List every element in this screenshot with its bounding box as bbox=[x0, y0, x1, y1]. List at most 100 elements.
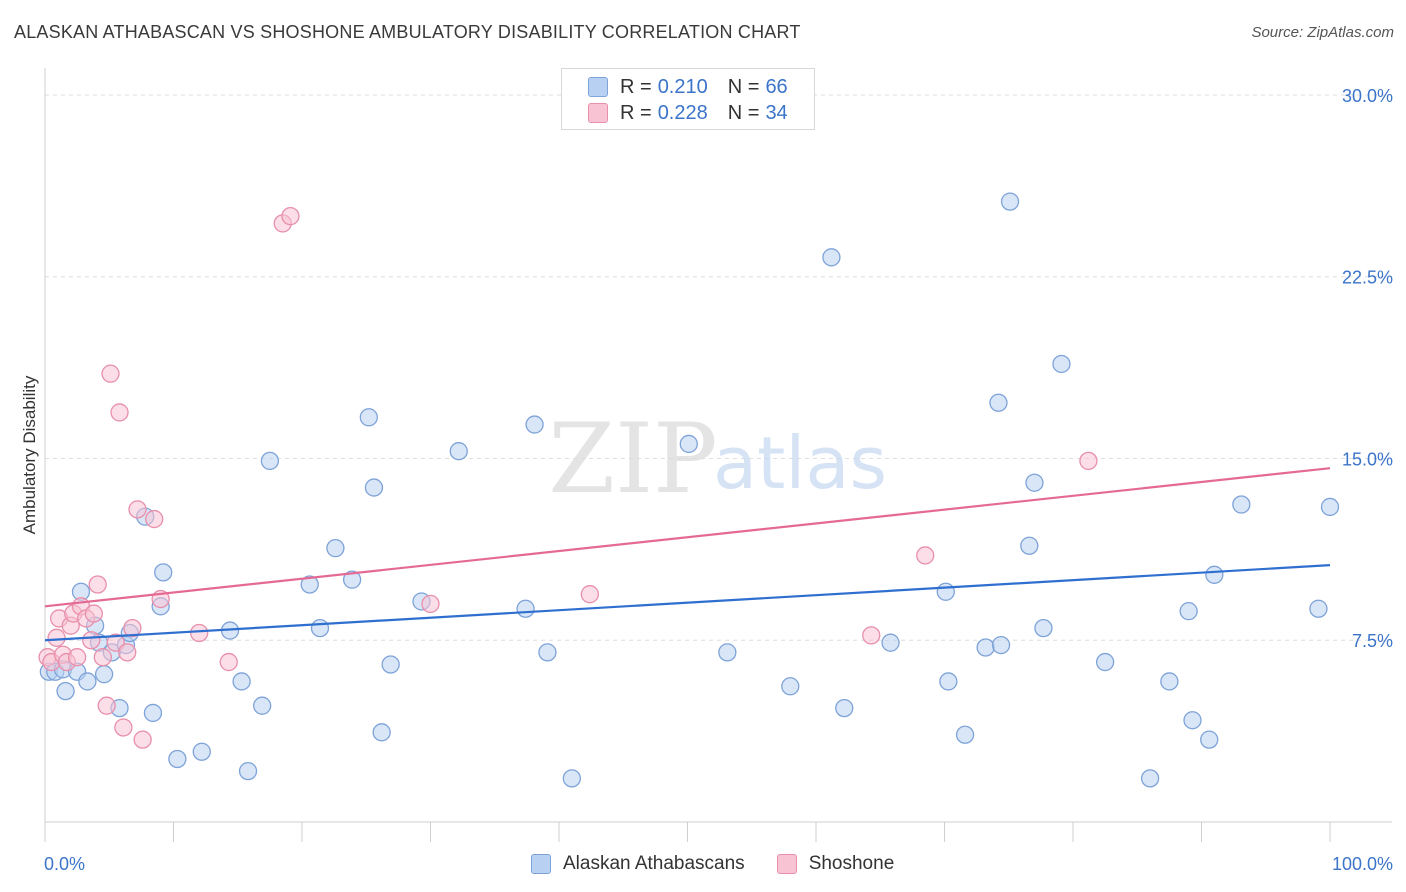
point-alaskan bbox=[976, 638, 995, 657]
watermark-atlas: atlas bbox=[713, 421, 887, 505]
point-shoshone bbox=[133, 730, 152, 749]
point-alaskan bbox=[781, 677, 800, 696]
point-alaskan bbox=[822, 248, 841, 267]
point-alaskan bbox=[1309, 599, 1328, 618]
x-tick-label: 0.0% bbox=[44, 854, 85, 874]
point-shoshone bbox=[93, 648, 112, 667]
legend-item-alaskan[interactable]: Alaskan Athabascans bbox=[531, 853, 745, 875]
point-alaskan bbox=[1232, 495, 1251, 514]
labels-layer: 7.5% 15.0% 22.5% 30.0% 0.0% 100.0% Ambulatory … bbox=[20, 86, 1393, 874]
legend-label: Alaskan Athabascans bbox=[563, 853, 745, 874]
legend-row-alaskan: R = 0.210 N = 66 bbox=[588, 74, 788, 100]
y-tick-label: 15.0% bbox=[1342, 449, 1393, 469]
point-shoshone bbox=[110, 403, 129, 422]
point-alaskan bbox=[1183, 711, 1202, 730]
point-alaskan bbox=[143, 703, 163, 723]
point-alaskan bbox=[1000, 192, 1020, 211]
y-axis-title: Ambulatory Disability bbox=[20, 375, 39, 534]
point-alaskan bbox=[359, 408, 378, 427]
point-alaskan bbox=[310, 618, 330, 638]
point-alaskan bbox=[260, 451, 280, 471]
point-alaskan bbox=[718, 643, 737, 662]
legend-item-shoshone[interactable]: Shoshone bbox=[776, 853, 895, 875]
point-alaskan bbox=[94, 665, 114, 684]
trendline-shoshone bbox=[44, 467, 1331, 608]
point-alaskan bbox=[342, 570, 362, 589]
r-value: 0.210 bbox=[657, 75, 708, 98]
n-label: N = bbox=[727, 101, 760, 124]
legend-swatch-pink bbox=[588, 103, 608, 123]
point-alaskan bbox=[936, 582, 955, 601]
point-alaskan bbox=[1179, 602, 1198, 621]
point-alaskan bbox=[154, 563, 173, 582]
point-alaskan bbox=[989, 393, 1008, 412]
point-alaskan bbox=[525, 415, 544, 434]
n-value: 66 bbox=[765, 75, 788, 98]
correlation-legend: R = 0.210 N = 66 R = 0.228 N = 34 bbox=[561, 68, 815, 130]
legend-swatch-blue bbox=[531, 854, 551, 874]
source-label: Source: ZipAtlas.com bbox=[1251, 24, 1394, 41]
point-shoshone bbox=[47, 628, 66, 647]
point-alaskan bbox=[1320, 497, 1340, 517]
point-shoshone bbox=[67, 648, 87, 667]
r-label: R = bbox=[620, 101, 652, 124]
point-shoshone bbox=[219, 652, 238, 672]
legend-label: Shoshone bbox=[808, 853, 895, 874]
point-alaskan bbox=[192, 742, 211, 761]
point-shoshone bbox=[916, 546, 935, 565]
point-shoshone bbox=[145, 509, 164, 529]
legend-swatch-pink bbox=[776, 854, 797, 874]
point-shoshone bbox=[421, 594, 440, 614]
trendline-alaskan bbox=[44, 564, 1331, 642]
point-shoshone bbox=[1079, 451, 1098, 471]
n-label: N = bbox=[727, 75, 760, 98]
point-shoshone bbox=[97, 696, 116, 715]
y-tick-label: 30.0% bbox=[1342, 86, 1393, 106]
point-alaskan bbox=[1052, 354, 1071, 374]
x-tick-label: 100.0% bbox=[1332, 854, 1393, 874]
point-alaskan bbox=[516, 599, 535, 618]
point-alaskan bbox=[538, 643, 557, 662]
point-alaskan bbox=[1200, 730, 1219, 749]
legend-row-shoshone: R = 0.228 N = 34 bbox=[588, 100, 788, 126]
point-alaskan bbox=[562, 769, 581, 788]
point-shoshone bbox=[123, 618, 142, 638]
point-alaskan bbox=[991, 635, 1011, 655]
r-label: R = bbox=[620, 75, 652, 98]
point-shoshone bbox=[101, 364, 120, 383]
n-value: 34 bbox=[765, 101, 788, 124]
point-alaskan bbox=[56, 681, 75, 701]
chart-title: ALASKAN ATHABASCAN VS SHOSHONE AMBULATOR… bbox=[14, 22, 801, 42]
point-shoshone bbox=[84, 604, 103, 623]
y-tick-label: 7.5% bbox=[1352, 631, 1393, 651]
point-shoshone bbox=[128, 500, 147, 519]
point-shoshone bbox=[190, 623, 209, 643]
point-alaskan bbox=[881, 633, 900, 652]
point-alaskan bbox=[1205, 565, 1224, 584]
point-alaskan bbox=[1160, 672, 1179, 691]
point-alaskan bbox=[1095, 652, 1115, 672]
point-alaskan bbox=[449, 442, 468, 461]
point-alaskan bbox=[372, 723, 391, 742]
point-alaskan bbox=[835, 698, 854, 718]
point-alaskan bbox=[238, 761, 258, 781]
point-alaskan bbox=[78, 672, 97, 691]
point-shoshone bbox=[88, 575, 107, 594]
point-alaskan bbox=[300, 575, 319, 594]
points-layer bbox=[38, 192, 1340, 788]
point-alaskan bbox=[381, 655, 400, 674]
point-alaskan bbox=[168, 749, 187, 769]
point-alaskan bbox=[1140, 769, 1160, 788]
point-shoshone bbox=[862, 626, 881, 645]
watermark-zip: ZIP bbox=[548, 403, 717, 515]
point-alaskan bbox=[1025, 473, 1044, 492]
point-alaskan bbox=[1020, 536, 1039, 555]
point-alaskan bbox=[679, 434, 698, 454]
trend-layer bbox=[44, 467, 1331, 642]
point-shoshone bbox=[580, 585, 599, 604]
r-value: 0.228 bbox=[657, 101, 708, 124]
point-alaskan bbox=[253, 696, 272, 715]
y-tick-label: 22.5% bbox=[1342, 268, 1393, 288]
point-shoshone bbox=[281, 206, 300, 226]
